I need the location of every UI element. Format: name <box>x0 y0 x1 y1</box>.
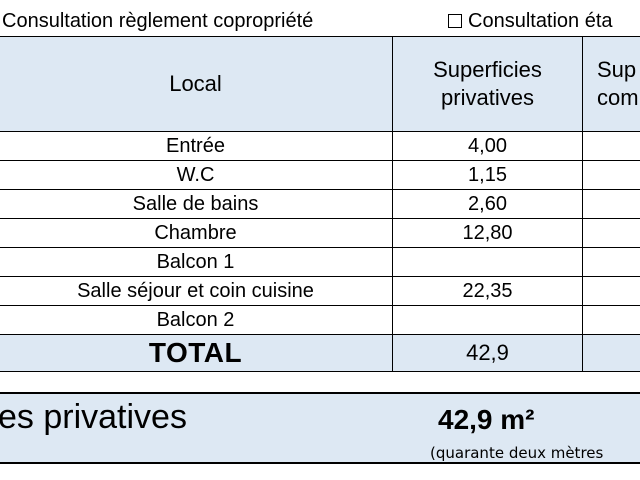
cell-superficie-commune <box>582 131 640 161</box>
cell-local: Entrée <box>0 131 393 161</box>
cell-superficie: 1,15 <box>392 160 583 190</box>
table-row: Entrée 4,00 <box>0 131 640 161</box>
cell-superficie-commune <box>582 160 640 190</box>
cell-superficie <box>392 305 583 335</box>
total-row: TOTAL 42,9 <box>0 334 640 372</box>
total-superficie: 42,9 <box>392 334 583 372</box>
table-header-row: Local Superficies privatives Sup com <box>0 36 640 132</box>
cell-superficie: 22,35 <box>392 276 583 306</box>
cell-superficie-commune <box>582 189 640 219</box>
cell-local: W.C <box>0 160 393 190</box>
column-header-superficies: Superficies privatives <box>392 36 583 132</box>
checkbox-icon[interactable] <box>448 14 462 28</box>
column-header-superficies-text: Superficies privatives <box>433 57 542 110</box>
cell-superficie: 4,00 <box>392 131 583 161</box>
summary-value: 42,9 m² <box>438 404 535 435</box>
header-options: Consultation règlement copropriété Consu… <box>0 8 640 36</box>
reglement-consultation-label: Consultation règlement copropriété <box>2 10 314 32</box>
table-row: Salle de bains 2,60 <box>0 189 640 219</box>
cell-superficie: 2,60 <box>392 189 583 219</box>
cell-local: Chambre <box>0 218 393 248</box>
column-header-superficies-communes: Sup com <box>582 36 640 132</box>
cell-local: Balcon 2 <box>0 305 393 335</box>
column-header-communes-text: Sup com <box>597 57 639 110</box>
cell-superficie-commune <box>582 305 640 335</box>
cell-superficie <box>392 247 583 277</box>
cell-superficie-commune <box>582 218 640 248</box>
table-row: Balcon 1 <box>0 247 640 277</box>
cell-local: Salle séjour et coin cuisine <box>0 276 393 306</box>
table-row: Salle séjour et coin cuisine 22,35 <box>0 276 640 306</box>
total-label: TOTAL <box>0 334 393 372</box>
surfaces-table: Local Superficies privatives Sup com Ent… <box>0 36 640 372</box>
cell-superficie: 12,80 <box>392 218 583 248</box>
etat-consultation-label: Consultation éta <box>468 10 613 32</box>
etat-consultation-option[interactable]: Consultation éta <box>448 10 613 33</box>
summary-box: es privatives 42,9 m² (quarante deux mèt… <box>0 392 640 464</box>
total-other <box>582 334 640 372</box>
cell-superficie-commune <box>582 247 640 277</box>
table-row: Balcon 2 <box>0 305 640 335</box>
summary-value-in-words: (quarante deux mètres <box>430 444 604 462</box>
column-header-local: Local <box>0 36 393 132</box>
cell-local: Balcon 1 <box>0 247 393 277</box>
summary-label: es privatives <box>0 398 187 436</box>
table-row: Chambre 12,80 <box>0 218 640 248</box>
table-row: W.C 1,15 <box>0 160 640 190</box>
cell-superficie-commune <box>582 276 640 306</box>
cell-local: Salle de bains <box>0 189 393 219</box>
